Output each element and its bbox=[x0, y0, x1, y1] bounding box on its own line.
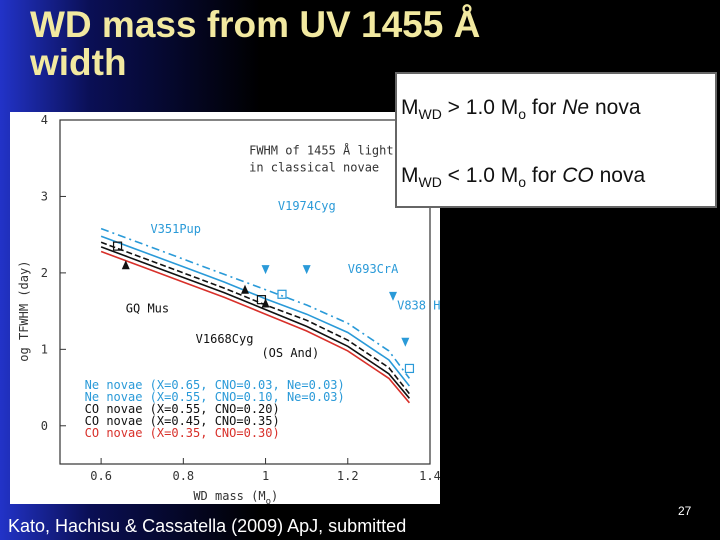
marker-box bbox=[277, 289, 287, 299]
plot-frame bbox=[59, 119, 431, 465]
annotation-label: V1974Cyg bbox=[278, 199, 336, 213]
note-co-op: < 1.0 M bbox=[441, 164, 519, 187]
x-axis-label-sun: o bbox=[266, 497, 271, 504]
citation-footer: Kato, Hachisu & Cassatella (2009) ApJ, s… bbox=[8, 516, 407, 536]
note-ne-sub: WD bbox=[418, 106, 442, 123]
marker-box bbox=[404, 363, 415, 374]
annotation-label: V693CrA bbox=[348, 262, 399, 276]
marker-arrow bbox=[121, 260, 130, 270]
note-ne-op: > 1.0 M bbox=[441, 96, 519, 119]
title-line-2: width bbox=[30, 42, 127, 83]
marker-layer bbox=[112, 241, 415, 374]
marker-box bbox=[256, 295, 267, 305]
y-tick-label: 4 bbox=[41, 113, 48, 127]
note-ne-m: M bbox=[401, 96, 419, 119]
slide-title: WD mass from UV 1455 Å width bbox=[30, 6, 480, 82]
legend-entry-3: CO novae (X=0.55, CNO=0.20) bbox=[85, 402, 280, 416]
annotation-label: GQ Mus bbox=[126, 302, 169, 316]
note-co-end: nova bbox=[593, 164, 646, 187]
note-co-m: M bbox=[401, 164, 419, 187]
marker-arrow bbox=[401, 337, 410, 347]
annotation-label: V838 Her bbox=[397, 299, 440, 313]
x-tick-label: 1 bbox=[262, 469, 269, 483]
note-co-kind: CO bbox=[562, 164, 594, 187]
legend-entry-4: CO novae (X=0.45, CNO=0.35) bbox=[85, 414, 280, 428]
note-ne-kind: Ne bbox=[562, 96, 590, 119]
x-tick-label: 0.6 bbox=[90, 469, 112, 483]
x-axis-label-close: ) bbox=[271, 489, 278, 503]
y-tick-label: 3 bbox=[41, 189, 48, 203]
series-line-1 bbox=[100, 227, 411, 379]
marker-arrow bbox=[302, 265, 311, 275]
legend-entry-1: Ne novae (X=0.65, CNO=0.03, Ne=0.03) bbox=[85, 378, 345, 392]
series-layer bbox=[100, 227, 411, 404]
note-ne: MWD > 1.0 Mo for Ne nova bbox=[401, 96, 641, 122]
title-line-1: WD mass from UV 1455 Å bbox=[30, 4, 481, 45]
x-tick-label: 1.4 bbox=[419, 469, 440, 483]
axes-layer: 0.6 0.8 1 1.2 1.4 0 1 2 3 4 WD mass (Mo) og TFWHM (… bbox=[17, 113, 440, 504]
x-tick-label: 1.2 bbox=[337, 469, 359, 483]
note-box: MWD > 1.0 Mo for Ne nova MWD < 1.0 Mo fo… bbox=[395, 72, 717, 208]
note-co: MWD < 1.0 Mo for CO nova bbox=[401, 164, 645, 190]
y-tick-label: 1 bbox=[41, 342, 48, 356]
text-layer: FWHM of 1455 Å light c in classical novae… bbox=[85, 142, 440, 440]
note-ne-mid: for bbox=[526, 96, 563, 119]
chart-svg: 0.6 0.8 1 1.2 1.4 0 1 2 3 4 WD mass (Mo) og TFWHM (… bbox=[17, 113, 440, 504]
x-tick-label: 0.8 bbox=[172, 469, 194, 483]
y-axis-label: og TFWHM (day) bbox=[17, 261, 31, 362]
page-number: 27 bbox=[678, 504, 692, 518]
y-tick-label: 0 bbox=[41, 419, 48, 433]
annotation-label: V1668Cyg bbox=[196, 332, 254, 346]
chart-subtitle: in classical novae bbox=[249, 160, 379, 174]
note-co-sub: WD bbox=[418, 174, 442, 191]
series-line-5 bbox=[100, 250, 411, 404]
note-co-mid: for bbox=[526, 164, 563, 187]
chart-panel: 0.6 0.8 1 1.2 1.4 0 1 2 3 4 WD mass (Mo) og TFWHM (… bbox=[10, 112, 440, 504]
note-ne-end: nova bbox=[589, 96, 641, 119]
series-line-4 bbox=[100, 246, 411, 399]
legend-entry-2: Ne novae (X=0.55, CNO=0.10, Ne=0.03) bbox=[85, 390, 345, 404]
chart-title: FWHM of 1455 Å light c bbox=[249, 142, 408, 157]
annotation-label: V351Pup bbox=[150, 222, 201, 236]
marker-arrow bbox=[389, 291, 397, 301]
y-tick-label: 2 bbox=[41, 266, 48, 280]
x-axis-label: WD mass (Mo) bbox=[193, 489, 278, 504]
marker-arrow bbox=[261, 265, 270, 275]
annotation-label: (OS And) bbox=[261, 346, 319, 360]
marker-arrow bbox=[241, 284, 249, 294]
legend-entry-5: CO novae (X=0.35, CNO=0.30) bbox=[85, 426, 280, 440]
note-co-sun: o bbox=[518, 174, 527, 191]
note-ne-sun: o bbox=[518, 106, 527, 123]
marker-box bbox=[112, 241, 123, 251]
